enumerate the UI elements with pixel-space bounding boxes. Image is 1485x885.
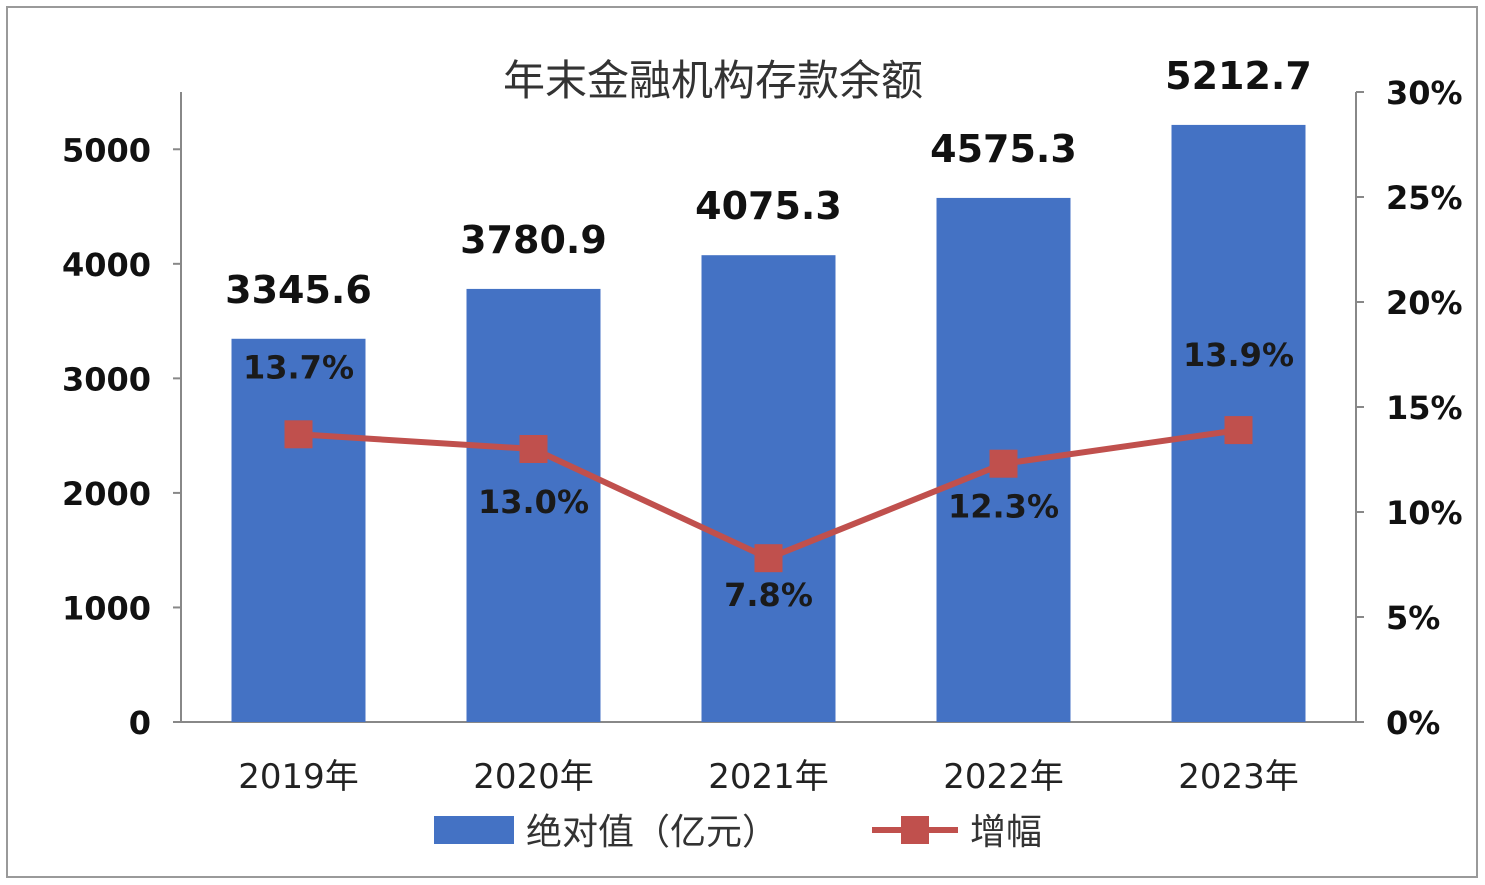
line-data-label: 7.8% — [724, 576, 813, 614]
line-marker — [519, 435, 548, 463]
bar — [701, 255, 836, 722]
left-tick-label: 2000 — [62, 475, 151, 513]
legend: 绝对值（亿元） 增幅 — [434, 812, 1042, 853]
line-marker — [284, 420, 313, 449]
left-tick-label: 5000 — [62, 131, 151, 169]
line-marker — [754, 544, 783, 573]
bar-data-label: 3345.6 — [225, 268, 372, 312]
right-tick-label: 5% — [1386, 599, 1440, 637]
legend-label-bar: 绝对值（亿元） — [526, 812, 778, 853]
category-label: 2019年 — [238, 757, 359, 797]
right-tick-label: 25% — [1386, 179, 1463, 217]
left-tick-label: 1000 — [62, 589, 151, 627]
bar-data-label: 4075.3 — [695, 184, 842, 228]
right-tick-label: 10% — [1386, 494, 1463, 532]
bar — [466, 288, 601, 722]
bar-data-label: 5212.7 — [1165, 54, 1312, 98]
category-labels: 2019年 2020年 2021年 2022年 2023年 — [238, 757, 1299, 797]
line-data-labels: 13.7% 13.0% 7.8% 12.3% 13.9% — [243, 336, 1294, 614]
legend-swatch-marker — [901, 816, 929, 844]
right-tick-label: 20% — [1386, 284, 1463, 322]
right-tick-label: 15% — [1386, 389, 1463, 427]
right-tick-label: 30% — [1386, 74, 1463, 112]
bar-data-label: 3780.9 — [460, 218, 607, 262]
category-label: 2021年 — [708, 757, 829, 797]
left-tick-label: 0 — [129, 704, 151, 742]
bar-data-labels: 3345.6 3780.9 4075.3 4575.3 5212.7 — [225, 54, 1312, 312]
category-label: 2020年 — [473, 757, 594, 797]
chart-title: 年末金融机构存款余额 — [503, 56, 923, 105]
legend-label-line: 增幅 — [970, 812, 1042, 853]
right-axis: 0% 5% 10% 15% 20% 25% 30% — [1355, 74, 1463, 742]
line-marker — [1224, 416, 1253, 445]
line-series — [284, 416, 1253, 573]
left-tick-label: 4000 — [62, 246, 151, 284]
line-marker — [989, 449, 1018, 478]
line-data-label: 13.7% — [243, 348, 354, 386]
legend-swatch-bar — [434, 816, 514, 844]
line-data-label: 13.9% — [1183, 336, 1294, 374]
category-label: 2022年 — [943, 757, 1064, 797]
bar-data-label: 4575.3 — [930, 127, 1077, 171]
left-tick-label: 3000 — [62, 360, 151, 398]
line-data-label: 13.0% — [478, 483, 589, 521]
right-tick-label: 0% — [1386, 704, 1440, 742]
category-label: 2023年 — [1178, 757, 1299, 797]
left-axis: 0 1000 2000 3000 4000 5000 — [62, 92, 1356, 742]
line-data-label: 12.3% — [948, 488, 1059, 526]
bar — [231, 338, 366, 722]
